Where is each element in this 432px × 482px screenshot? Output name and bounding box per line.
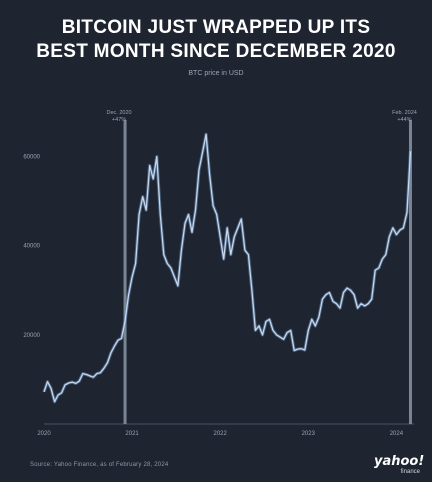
annotation-sublabel: +47% — [112, 117, 126, 123]
y-tick-label: 40000 — [23, 244, 40, 250]
logo-name: yahoo! — [374, 454, 425, 469]
yahoo-finance-logo: yahoo! finance — [374, 454, 425, 477]
annotation-sublabel: +44% — [397, 117, 411, 123]
source-note: Source: Yahoo Finance, as of February 28… — [30, 462, 169, 468]
x-tick-label: 2021 — [125, 431, 139, 437]
x-tick-label: 2023 — [302, 431, 316, 437]
series-line-glow — [42, 132, 413, 404]
annotation-label: Feb. 2024 — [392, 110, 417, 116]
x-tick-label: 2022 — [214, 431, 228, 437]
annotation-marker — [123, 120, 127, 424]
chart-subtitle: BTC price in USD — [188, 70, 244, 77]
annotation-marker — [408, 120, 412, 424]
annotation-label: Dec. 2020 — [107, 110, 132, 116]
y-tick-label: 60000 — [23, 155, 40, 161]
series-line — [43, 133, 412, 403]
logo-sub: finance — [400, 469, 420, 475]
y-tick-label: 20000 — [23, 333, 40, 339]
title-line-1: BITCOIN JUST WRAPPED UP ITS — [61, 17, 371, 38]
x-tick-label: 2020 — [37, 431, 51, 437]
title-line-2: BEST MONTH SINCE DECEMBER 2020 — [36, 41, 396, 62]
chart-title: BITCOIN JUST WRAPPED UP ITS BEST MONTH S… — [0, 16, 432, 64]
x-tick-label: 2024 — [390, 431, 404, 437]
